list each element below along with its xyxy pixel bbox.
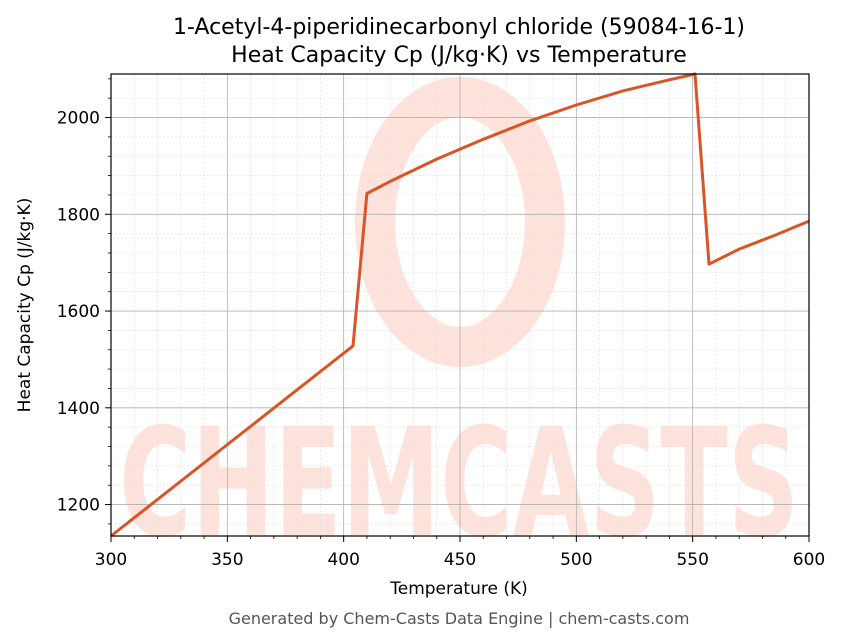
x-tick-label: 400: [327, 550, 359, 570]
y-axis-label: Heat Capacity Cp (J/kg·K): [15, 198, 35, 413]
x-tick-label: 450: [444, 550, 476, 570]
y-axis: 1200 1400 1600 1800 2000: [57, 78, 111, 525]
footer-credit: Generated by Chem-Casts Data Engine | ch…: [229, 609, 690, 628]
x-tick-label: 500: [560, 550, 592, 570]
chart-subtitle: Heat Capacity Cp (J/kg·K) vs Temperature: [231, 43, 687, 68]
major-gridlines: [110, 74, 810, 536]
y-tick-label: 1400: [57, 399, 100, 419]
watermark-text: CHEMCASTS: [119, 397, 799, 571]
x-tick-label: 600: [793, 550, 825, 570]
x-tick-label: 300: [95, 550, 127, 570]
heat-capacity-line: [110, 72, 810, 538]
x-tick-label: 350: [211, 550, 243, 570]
chart-title: 1-Acetyl-4-piperidinecarbonyl chloride (…: [173, 15, 745, 40]
y-tick-label: 2000: [57, 109, 100, 129]
x-axis-label: Temperature (K): [389, 579, 528, 599]
watermark: CHEMCASTS: [119, 77, 799, 571]
x-axis: 300 350 400 450 500 550 600: [95, 536, 825, 570]
x-tick-label: 550: [676, 550, 708, 570]
y-tick-label: 1600: [57, 302, 100, 322]
y-tick-label: 1200: [57, 496, 100, 516]
y-tick-label: 1800: [57, 205, 100, 225]
